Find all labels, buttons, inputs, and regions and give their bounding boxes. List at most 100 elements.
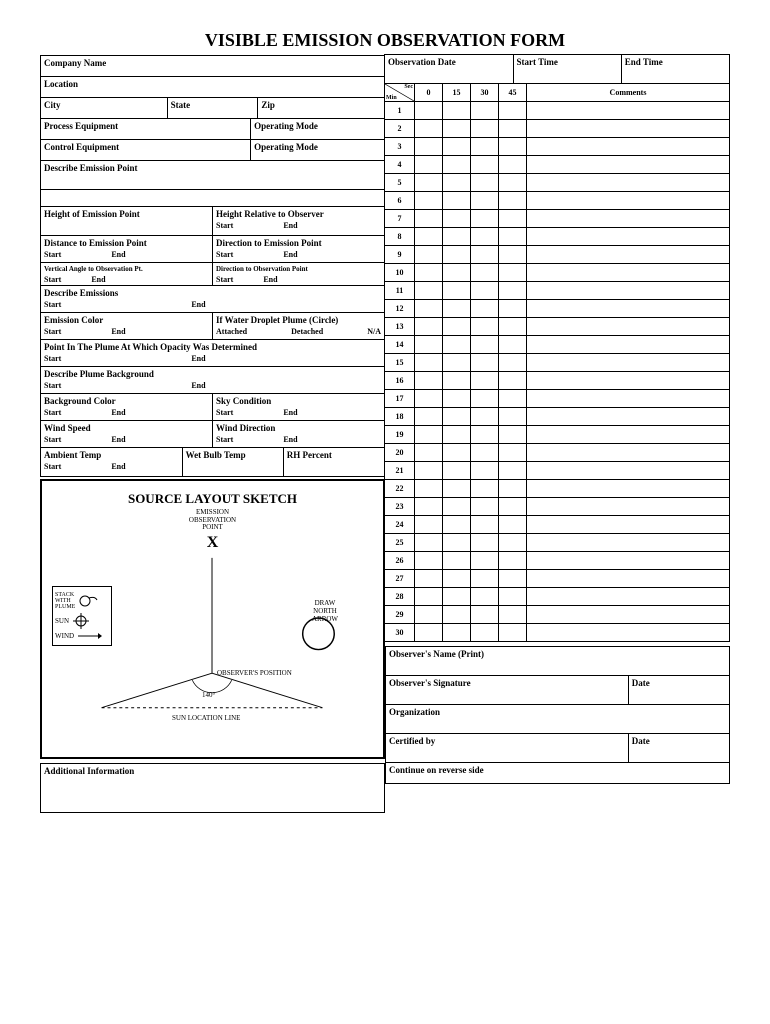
grid-cell[interactable] [415,192,443,210]
emission-point-blank[interactable] [40,189,385,207]
grid-cell[interactable] [499,156,527,174]
grid-cell[interactable] [527,444,730,462]
grid-cell[interactable] [443,570,471,588]
grid-cell[interactable] [527,426,730,444]
grid-cell[interactable] [443,606,471,624]
grid-cell[interactable] [499,300,527,318]
grid-cell[interactable] [471,156,499,174]
grid-cell[interactable] [499,426,527,444]
grid-cell[interactable] [415,552,443,570]
grid-cell[interactable] [499,174,527,192]
city-field[interactable]: City [40,97,168,119]
grid-cell[interactable] [443,552,471,570]
grid-cell[interactable] [443,174,471,192]
grid-cell[interactable] [499,408,527,426]
grid-cell[interactable] [443,408,471,426]
additional-info-field[interactable]: Additional Information [40,763,385,813]
grid-cell[interactable] [527,354,730,372]
grid-cell[interactable] [415,282,443,300]
grid-cell[interactable] [443,444,471,462]
grid-cell[interactable] [527,480,730,498]
na-option[interactable]: N/A [367,327,381,336]
vertical-angle-field[interactable]: Vertical Angle to Observation Pt. StartE… [40,262,213,286]
grid-cell[interactable] [499,390,527,408]
grid-cell[interactable] [471,354,499,372]
grid-cell[interactable] [415,174,443,192]
grid-cell[interactable] [443,264,471,282]
operating-mode-2-field[interactable]: Operating Mode [250,139,385,161]
direction-to-point-field[interactable]: Direction to Emission Point StartEnd [212,235,385,263]
background-color-field[interactable]: Background Color StartEnd [40,393,213,421]
grid-cell[interactable] [499,192,527,210]
grid-cell[interactable] [527,300,730,318]
grid-cell[interactable] [415,624,443,642]
sky-condition-field[interactable]: Sky Condition StartEnd [212,393,385,421]
grid-cell[interactable] [415,372,443,390]
direction-obs-field[interactable]: Direction to Observation Point StartEnd [212,262,385,286]
grid-cell[interactable] [471,570,499,588]
grid-cell[interactable] [527,264,730,282]
grid-cell[interactable] [471,480,499,498]
plume-background-field[interactable]: Describe Plume Background StartEnd [40,366,385,394]
observer-name-field[interactable]: Observer's Name (Print) [385,646,730,676]
operating-mode-1-field[interactable]: Operating Mode [250,118,385,140]
grid-cell[interactable] [499,444,527,462]
grid-cell[interactable] [471,606,499,624]
grid-cell[interactable] [499,228,527,246]
grid-cell[interactable] [443,480,471,498]
grid-cell[interactable] [471,282,499,300]
grid-cell[interactable] [415,102,443,120]
grid-cell[interactable] [415,408,443,426]
grid-cell[interactable] [415,300,443,318]
grid-cell[interactable] [499,336,527,354]
grid-cell[interactable] [471,138,499,156]
grid-cell[interactable] [471,534,499,552]
grid-cell[interactable] [499,606,527,624]
grid-cell[interactable] [499,102,527,120]
grid-cell[interactable] [527,336,730,354]
grid-cell[interactable] [499,120,527,138]
grid-cell[interactable] [499,282,527,300]
grid-cell[interactable] [415,444,443,462]
describe-emission-point-field[interactable]: Describe Emission Point [40,160,385,190]
grid-cell[interactable] [527,228,730,246]
ambient-temp-field[interactable]: Ambient Temp StartEnd [40,447,183,477]
grid-cell[interactable] [443,300,471,318]
grid-cell[interactable] [527,318,730,336]
grid-cell[interactable] [499,138,527,156]
observer-signature-field[interactable]: Observer's Signature [385,675,629,705]
grid-cell[interactable] [527,120,730,138]
grid-cell[interactable] [527,138,730,156]
grid-cell[interactable] [527,498,730,516]
describe-emissions-field[interactable]: Describe Emissions StartEnd [40,285,385,313]
grid-cell[interactable] [499,588,527,606]
signature-date-field[interactable]: Date [628,675,730,705]
grid-cell[interactable] [415,210,443,228]
grid-cell[interactable] [527,534,730,552]
grid-cell[interactable] [527,390,730,408]
certified-by-field[interactable]: Certified by [385,733,629,763]
grid-cell[interactable] [415,516,443,534]
grid-cell[interactable] [471,210,499,228]
grid-cell[interactable] [415,462,443,480]
grid-cell[interactable] [471,246,499,264]
certified-date-field[interactable]: Date [628,733,730,763]
company-name-field[interactable]: Company Name [40,55,385,77]
grid-cell[interactable] [499,264,527,282]
grid-cell[interactable] [499,372,527,390]
grid-cell[interactable] [443,336,471,354]
grid-cell[interactable] [415,318,443,336]
grid-cell[interactable] [527,282,730,300]
grid-cell[interactable] [443,228,471,246]
grid-cell[interactable] [471,228,499,246]
grid-cell[interactable] [471,336,499,354]
grid-cell[interactable] [443,102,471,120]
grid-cell[interactable] [471,408,499,426]
grid-cell[interactable] [527,246,730,264]
grid-cell[interactable] [471,552,499,570]
grid-cell[interactable] [471,588,499,606]
grid-cell[interactable] [527,156,730,174]
start-time-field[interactable]: Start Time [513,54,622,84]
process-equipment-field[interactable]: Process Equipment [40,118,251,140]
grid-cell[interactable] [415,354,443,372]
